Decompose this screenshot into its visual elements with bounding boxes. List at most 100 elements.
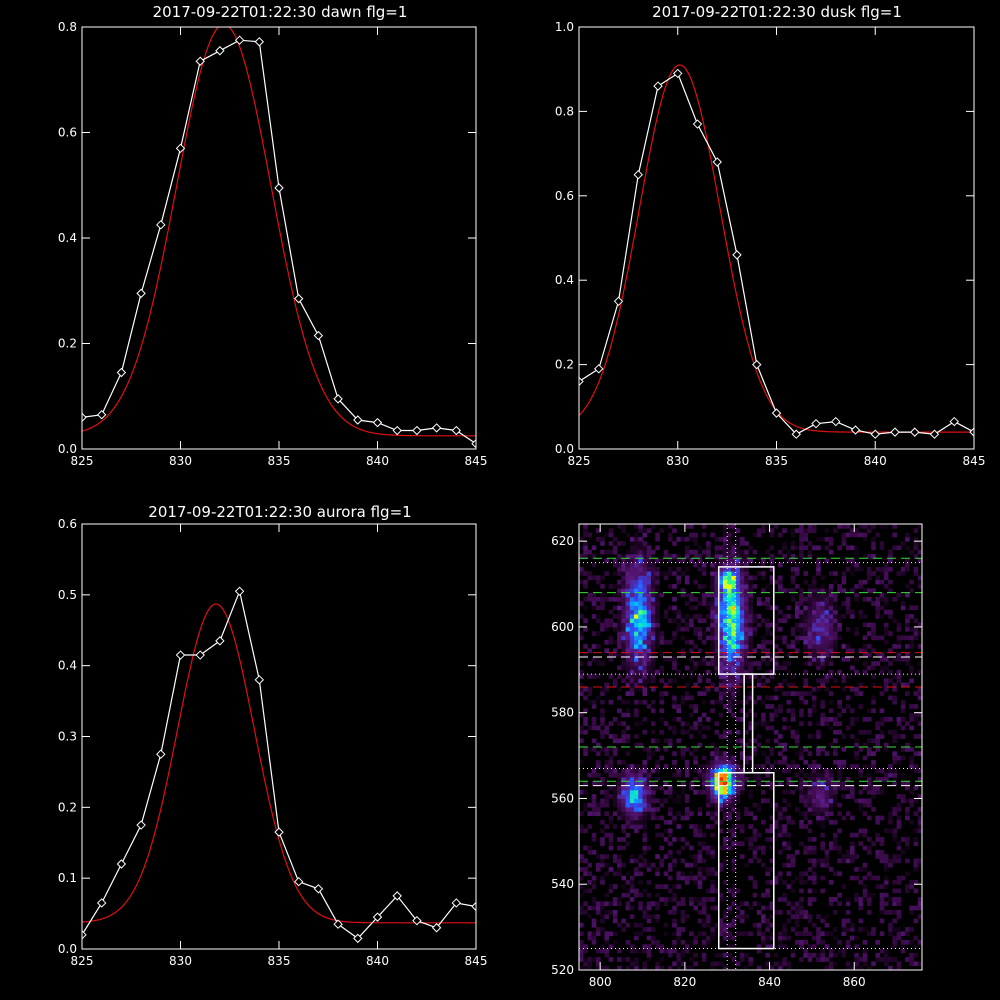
heatmap-cell <box>655 635 660 641</box>
heatmap-cell <box>642 948 648 954</box>
heatmap-cell <box>858 841 864 847</box>
heatmap-cell <box>833 528 838 533</box>
heatmap-cell <box>604 789 610 795</box>
heatmap-cell <box>850 614 855 619</box>
heatmap-cell <box>676 716 682 722</box>
heatmap-cell <box>595 751 601 756</box>
heatmap-cell <box>722 751 728 756</box>
heatmap-cell <box>650 789 656 795</box>
heatmap-cell <box>646 772 652 778</box>
heatmap-cell <box>790 734 796 739</box>
heatmap-cell <box>756 622 762 628</box>
heatmap-cell <box>629 888 635 894</box>
heatmap-cell <box>625 648 631 654</box>
heatmap-cell <box>900 875 906 881</box>
heatmap-cell <box>697 879 703 885</box>
heatmap-cell <box>803 927 809 932</box>
heatmap-cell <box>591 699 597 705</box>
heatmap-cell <box>701 639 707 645</box>
heatmap-cell <box>676 536 682 542</box>
heatmap-cell <box>807 897 813 902</box>
heatmap-cell <box>710 802 715 808</box>
heatmap-cell <box>828 845 834 851</box>
heatmap-cell <box>803 781 809 786</box>
heatmap-cell <box>612 802 618 808</box>
heatmap-cell <box>608 888 614 894</box>
heatmap-cell <box>718 789 724 795</box>
data-point <box>116 367 127 378</box>
heatmap-cell <box>655 944 660 949</box>
heatmap-cell <box>731 892 737 898</box>
heatmap-cell <box>913 716 919 722</box>
heatmap-cell <box>828 549 834 555</box>
heatmap-cell <box>888 764 893 769</box>
heatmap-cell <box>667 618 673 624</box>
heatmap-cell <box>642 944 648 949</box>
heatmap-cell <box>731 794 737 799</box>
heatmap-cell <box>625 626 631 632</box>
heatmap-cell <box>625 682 631 688</box>
heatmap-cell <box>714 768 720 774</box>
heatmap-cell <box>748 708 754 714</box>
heatmap-cell <box>583 618 588 624</box>
heatmap-cell <box>722 764 728 769</box>
heatmap-cell <box>917 794 923 799</box>
heatmap-cell <box>604 948 610 954</box>
heatmap-cell <box>913 935 919 941</box>
heatmap-cell <box>850 927 855 932</box>
heatmap-cell <box>778 939 783 945</box>
heatmap-cell <box>866 875 872 881</box>
heatmap-cell <box>676 965 682 971</box>
heatmap-cell <box>659 571 665 576</box>
heatmap-cell <box>727 648 732 654</box>
heatmap-cell <box>866 622 872 628</box>
heatmap-cell <box>735 639 741 645</box>
heatmap-cell <box>799 549 804 555</box>
heatmap-cell <box>608 532 614 538</box>
heatmap-cell <box>794 639 800 645</box>
heatmap-cell <box>608 747 614 752</box>
heatmap-cell <box>913 841 919 847</box>
data-point <box>136 820 146 830</box>
heatmap-cell <box>773 644 779 649</box>
heatmap-cell <box>905 566 910 572</box>
heatmap-cell <box>634 824 639 829</box>
heatmap-cell <box>803 747 809 752</box>
heatmap-cell <box>697 742 703 748</box>
heatmap-cell <box>735 781 741 786</box>
heatmap-cell <box>769 674 775 679</box>
heatmap-cell <box>646 622 652 628</box>
heatmap-cell <box>833 738 838 744</box>
heatmap-cell <box>701 699 707 705</box>
heatmap-cell <box>816 914 821 919</box>
heatmap-cell <box>629 579 635 585</box>
heatmap-cell <box>769 879 775 885</box>
heatmap-cell <box>841 858 847 864</box>
heatmap-cell <box>837 772 842 778</box>
heatmap-cell <box>820 644 825 649</box>
heatmap-cell <box>714 961 720 967</box>
heatmap-cell <box>621 892 626 898</box>
heatmap-cell <box>786 832 792 838</box>
heatmap-cell <box>731 781 737 786</box>
heatmap-cell <box>650 721 656 726</box>
heatmap-cell <box>646 867 652 872</box>
heatmap-cell <box>629 905 635 911</box>
heatmap-cell <box>727 691 732 696</box>
heatmap-cell <box>676 901 682 907</box>
heatmap-cell <box>850 854 855 859</box>
heatmap-cell <box>625 596 631 602</box>
data-point <box>293 293 304 304</box>
heatmap-cell <box>752 777 758 782</box>
heatmap-cell <box>748 695 754 701</box>
heatmap-cell <box>684 601 690 606</box>
heatmap-cell <box>579 789 584 795</box>
heatmap-cell <box>693 579 698 585</box>
heatmap-cell <box>731 935 737 941</box>
heatmap-cell <box>866 631 872 636</box>
heatmap-cell <box>676 957 682 962</box>
heatmap-cell <box>820 626 825 632</box>
heatmap-cell <box>706 669 711 675</box>
heatmap-cell <box>748 558 754 563</box>
heatmap-cell <box>850 716 855 722</box>
